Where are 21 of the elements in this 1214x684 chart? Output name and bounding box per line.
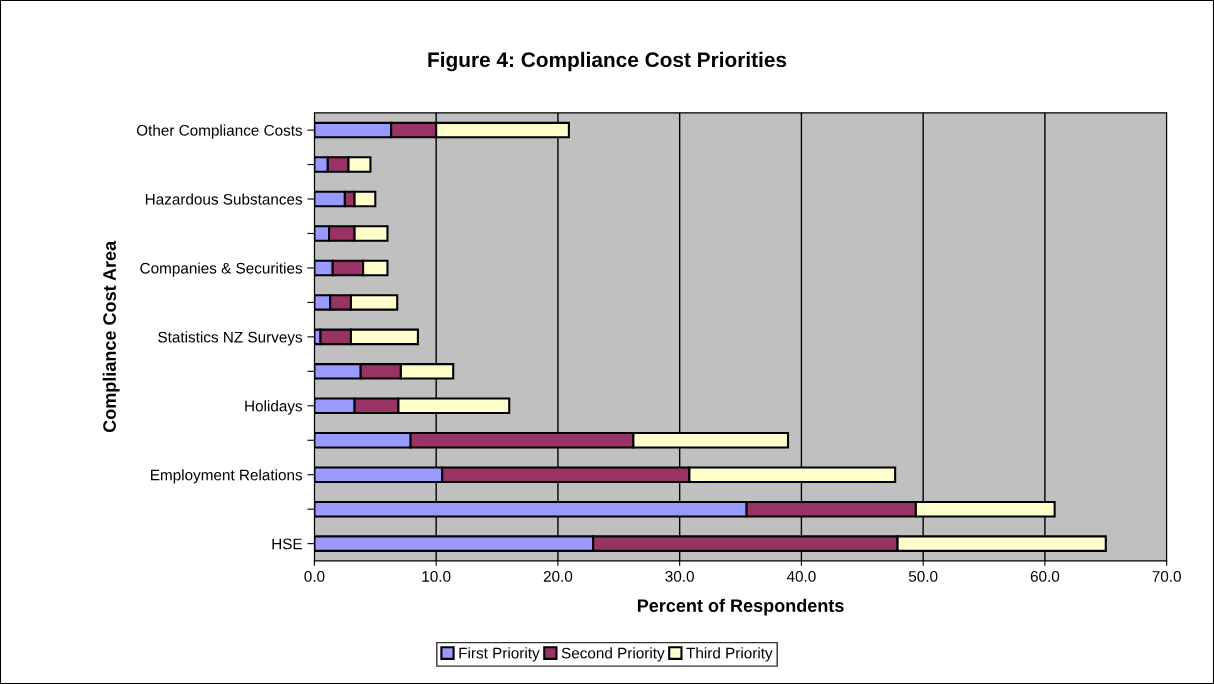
- y-tick-label: Companies & Securities: [140, 262, 303, 277]
- x-tick-label: 60.0: [1030, 571, 1060, 582]
- x-axis-title: Percent of Respondents: [637, 598, 844, 616]
- x-tick-label: 0.0: [304, 571, 325, 582]
- y-tick-label: Other Compliance Costs: [136, 124, 303, 139]
- x-tick-label: 50.0: [908, 571, 938, 582]
- y-axis-title: Compliance Cost Area: [102, 240, 120, 433]
- x-tick-label: 20.0: [543, 571, 573, 582]
- legend-label: Second Priority: [561, 647, 665, 662]
- y-tick-label: Employment Relations: [151, 469, 303, 484]
- legend-label: Third Priority: [686, 647, 773, 662]
- y-tick-label: Holidays: [245, 400, 303, 415]
- y-tick-label: Hazardous Substances: [145, 193, 303, 205]
- x-tick-label: 30.0: [665, 571, 694, 582]
- chart-title: Figure 4: Compliance Cost Priorities: [428, 51, 787, 72]
- y-tick-label: Statistics NZ Surveys: [158, 331, 303, 346]
- x-tick-label: 10.0: [422, 571, 451, 582]
- x-tick-label: 70.0: [1152, 571, 1181, 582]
- y-tick-label: HSE: [272, 538, 302, 550]
- x-tick-label: 40.0: [786, 571, 816, 582]
- legend-label: First Priority: [459, 647, 540, 662]
